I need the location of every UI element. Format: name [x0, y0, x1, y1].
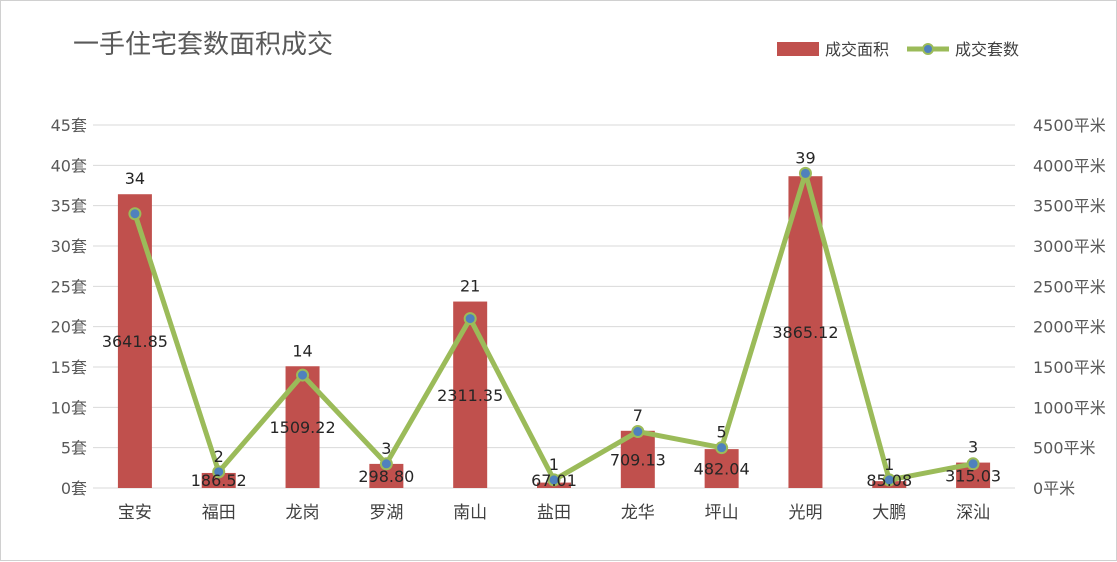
bar — [704, 449, 739, 488]
line-value-label: 21 — [460, 277, 480, 296]
bar-value-label: 298.80 — [358, 467, 414, 486]
category-label: 南山 — [453, 503, 487, 523]
left-tick-label: 40套 — [51, 156, 87, 175]
bar-value-label: 2311.35 — [437, 386, 503, 405]
line-marker — [631, 425, 645, 439]
chart-title: 一手住宅套数面积成交 — [73, 30, 333, 60]
line-value-label: 1 — [884, 455, 894, 474]
right-tick-label: 2000平米 — [1033, 318, 1106, 337]
category-label: 罗湖 — [369, 503, 403, 523]
right-tick-label: 4000平米 — [1033, 156, 1106, 175]
bar — [788, 176, 823, 488]
right-tick-label: 0平米 — [1033, 479, 1075, 498]
bars — [117, 176, 991, 488]
right-tick-label: 2500平米 — [1033, 277, 1106, 296]
left-axis: 0套 5套 10套 15套 20套 25套 30套 35套 40套 45套 — [51, 116, 87, 498]
gridlines — [93, 124, 1015, 489]
line-marker — [715, 441, 729, 455]
legend-bar-swatch — [777, 42, 819, 56]
category-label: 深汕 — [956, 503, 990, 523]
line-marker — [547, 473, 561, 487]
line-marker — [296, 368, 310, 382]
line-value-label: 14 — [292, 341, 312, 360]
legend-line-label: 成交套数 — [955, 40, 1019, 59]
right-tick-label: 3500平米 — [1033, 197, 1106, 216]
right-tick-label: 500平米 — [1033, 439, 1096, 458]
left-tick-label: 30套 — [51, 237, 87, 256]
bar-value-label: 315.03 — [945, 466, 1001, 485]
right-tick-label: 1500平米 — [1033, 358, 1106, 377]
line-value-label: 34 — [125, 169, 145, 188]
line-marker — [463, 312, 477, 326]
line-value-label: 3 — [968, 438, 978, 457]
line-marker — [128, 207, 142, 221]
line-marker — [798, 166, 812, 180]
left-tick-label: 45套 — [51, 116, 87, 135]
line-value-label: 2 — [214, 447, 224, 466]
legend-line-marker — [922, 43, 934, 55]
category-label: 坪山 — [705, 503, 739, 523]
bar-value-label: 709.13 — [610, 450, 666, 469]
left-tick-label: 0套 — [61, 479, 87, 498]
category-label: 光明 — [788, 503, 822, 523]
right-tick-label: 3000平米 — [1033, 237, 1106, 256]
left-tick-label: 5套 — [61, 439, 87, 458]
bar-value-label: 3865.12 — [772, 323, 838, 342]
category-label: 大鹏 — [872, 503, 906, 523]
bar-value-label: 85.08 — [866, 471, 912, 490]
left-tick-label: 35套 — [51, 197, 87, 216]
category-label: 龙岗 — [286, 503, 320, 523]
legend: 成交面积 成交套数 — [777, 40, 1019, 59]
left-tick-label: 20套 — [51, 318, 87, 337]
line-value-label: 7 — [633, 406, 643, 425]
legend-bar-label: 成交面积 — [825, 40, 889, 59]
bar — [201, 472, 236, 488]
line-markers — [128, 166, 980, 487]
category-label: 龙华 — [621, 503, 655, 523]
category-label: 宝安 — [118, 503, 152, 523]
left-tick-label: 10套 — [51, 398, 87, 417]
line-value-label: 39 — [795, 148, 815, 167]
right-tick-label: 4500平米 — [1033, 116, 1106, 135]
category-label: 盐田 — [537, 503, 571, 523]
right-axis: 0平米 500平米 1000平米 1500平米 2000平米 2500平米 3000平米 35… — [1033, 116, 1106, 498]
bar-value-label: 1509.22 — [269, 418, 335, 437]
bar-value-label: 186.52 — [191, 471, 247, 490]
line-marker — [212, 465, 226, 479]
bar-value-label: 67.01 — [531, 471, 577, 490]
right-tick-label: 1000平米 — [1033, 398, 1106, 417]
category-axis: 宝安 福田 龙岗 罗湖 南山 盐田 龙华 坪山 光明 大鹏 深汕 — [118, 503, 990, 523]
bar-value-label: 3641.85 — [102, 332, 168, 351]
line-marker — [882, 473, 896, 487]
line-value-label: 5 — [717, 423, 727, 442]
line-marker — [379, 457, 393, 471]
left-tick-label: 25套 — [51, 277, 87, 296]
line-value-label: 1 — [549, 455, 559, 474]
line-marker — [966, 457, 980, 471]
category-label: 福田 — [202, 503, 236, 523]
data-labels: 3641.85 186.52 1509.22 298.80 2311.35 67.01 70… — [102, 148, 1001, 490]
left-tick-label: 15套 — [51, 358, 87, 377]
line-value-label: 3 — [381, 439, 391, 458]
bar-value-label: 482.04 — [694, 460, 750, 479]
bar — [453, 301, 488, 488]
